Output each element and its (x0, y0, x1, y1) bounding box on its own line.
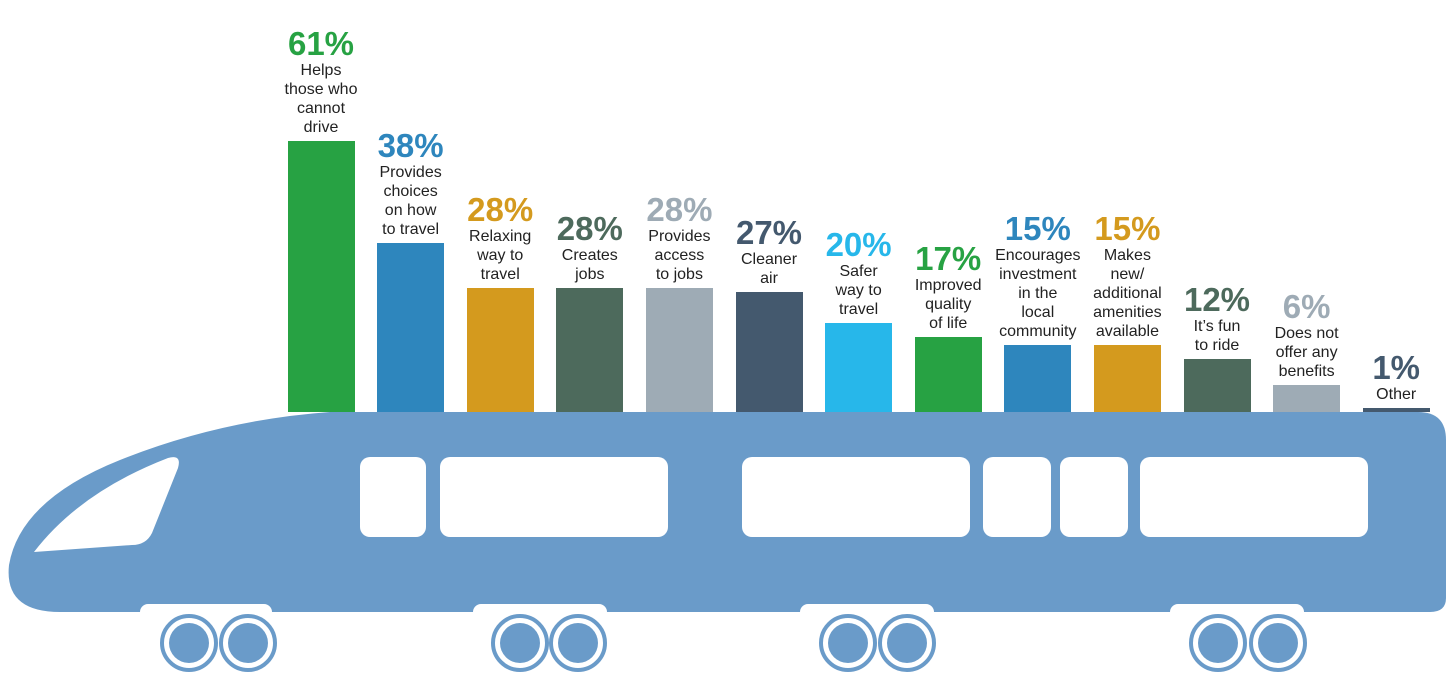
category-label: Safer way to travel (835, 263, 882, 319)
bar (556, 287, 624, 412)
bar-label: 20% Safer way to travel (794, 228, 924, 319)
bar-label: 17% Improved quality of life (883, 239, 1013, 333)
category-label: Cleaner air (740, 251, 798, 288)
category-label: Makes new/ additional amenities availabl… (1093, 247, 1162, 341)
bar (1093, 345, 1161, 412)
category-label: Other (1376, 385, 1417, 403)
bar (735, 292, 803, 412)
bar-label: 28% Creates jobs (525, 209, 655, 284)
bar-label: 1% Other (1331, 348, 1452, 404)
category-label: Does not offer any benefits (1274, 325, 1339, 381)
value-label: 15% (1004, 210, 1071, 248)
bar (377, 243, 445, 412)
wheels (160, 614, 1307, 672)
value-label: 27% (735, 214, 803, 252)
bar-label: 28% Relaxing way to travel (435, 190, 565, 284)
bar-label: 28% Provides access to jobs (614, 190, 744, 284)
category-label: Provides choices on how to travel (379, 164, 442, 239)
category-label: Encourages investment in the local commu… (995, 247, 1081, 341)
bar (1183, 358, 1251, 412)
value-label: 28% (646, 190, 713, 228)
category-label: It’s fun to ride (1193, 317, 1241, 354)
value-label: 28% (556, 209, 623, 247)
nose-window (34, 457, 179, 552)
bar (287, 141, 355, 412)
bar-label: 61% Helps those who cannot drive (256, 27, 386, 137)
bar (466, 287, 534, 412)
value-label: 17% (915, 239, 982, 277)
bar (1273, 385, 1341, 412)
value-label: 38% (377, 127, 444, 165)
value-label: 61% (287, 25, 355, 63)
bar (645, 287, 713, 412)
value-label: 20% (825, 226, 892, 264)
value-label: 12% (1183, 280, 1251, 318)
bar (825, 323, 893, 412)
value-label: 6% (1282, 288, 1331, 326)
value-label: 1% (1372, 348, 1421, 386)
bar-label: 12% It’s fun to ride (1152, 280, 1282, 355)
value-label: 15% (1094, 210, 1161, 248)
category-label: Improved quality of life (914, 276, 982, 332)
bar (914, 336, 982, 412)
category-label: Relaxing way to travel (469, 227, 532, 283)
value-label: 28% (467, 190, 534, 228)
bar-label: 38% Provides choices on how to travel (346, 129, 476, 239)
category-label: Provides access to jobs (648, 227, 711, 283)
bar-label: 15% Encourages investment in the local co… (973, 212, 1103, 341)
category-label: Creates jobs (561, 246, 618, 283)
bar-label: 15% Makes new/ additional amenities avail… (1062, 212, 1192, 341)
bar-label: 27% Cleaner air (704, 216, 834, 288)
bar (1362, 407, 1430, 412)
category-label: Helps those who cannot drive (284, 62, 358, 137)
bar-label: 6% Does not offer any benefits (1242, 290, 1372, 381)
bar (1004, 345, 1072, 412)
